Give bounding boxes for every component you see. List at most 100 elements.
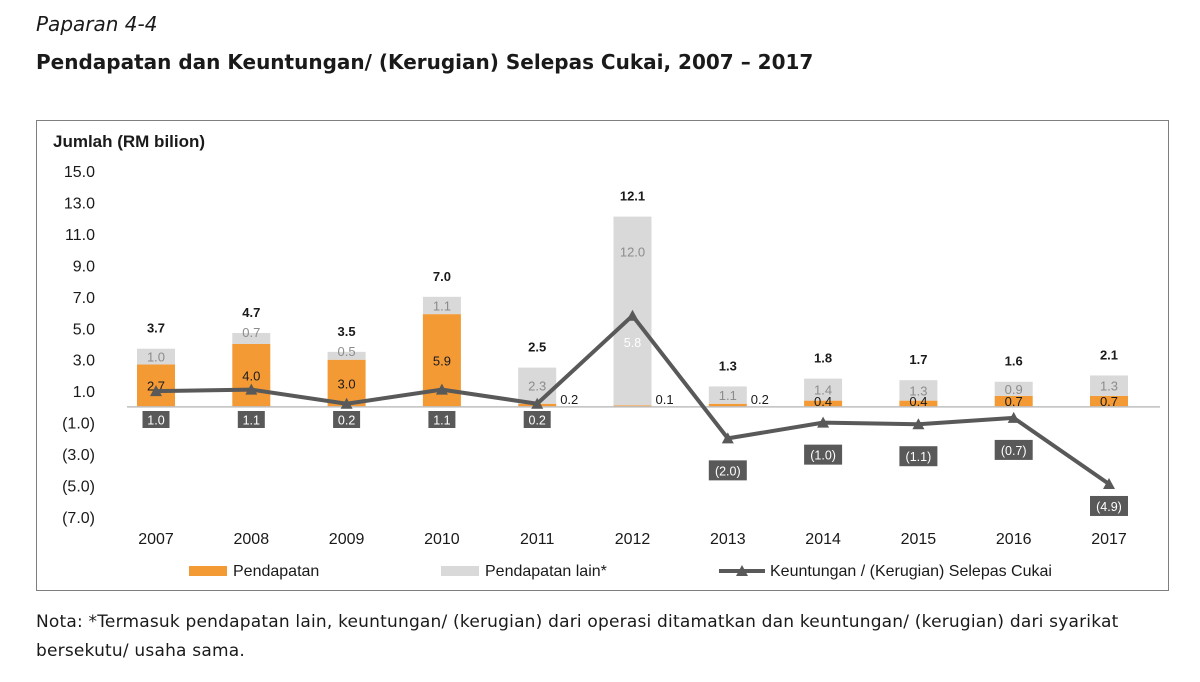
x-tick-label: 2014	[805, 531, 841, 548]
profit-marker	[435, 383, 448, 395]
bar-pendapatan-lain	[232, 332, 271, 344]
pendapatan-label: 0.4	[909, 394, 927, 409]
y-tick-label: 13.0	[64, 195, 95, 212]
y-tick-label: (7.0)	[62, 510, 95, 527]
profit-marker	[721, 432, 734, 444]
pendapatan-lain-label: 1.0	[147, 350, 165, 365]
legend-label-pendapatan-lain: Pendapatan lain*	[485, 563, 607, 580]
profit-label: 0.2	[529, 414, 546, 428]
y-tick-label: (1.0)	[62, 416, 95, 433]
profit-label-box	[428, 411, 456, 428]
profit-label-box	[994, 439, 1033, 460]
y-tick-label: (5.0)	[62, 479, 95, 496]
pendapatan-label: 0.4	[814, 394, 832, 409]
profit-marker	[626, 309, 639, 321]
profit-label-box	[142, 411, 170, 428]
profit-label: 1.1	[433, 414, 450, 428]
bar-pendapatan	[1090, 395, 1128, 407]
pendapatan-lain-label: 0.5	[338, 344, 356, 359]
bar-pendapatan-lain	[137, 348, 175, 365]
bar-pendapatan-lain	[708, 386, 747, 404]
pendapatan-lain-label: 0.7	[242, 325, 260, 340]
total-label: 7.0	[433, 269, 451, 284]
pendapatan-lain-label: 1.3	[1100, 379, 1118, 394]
x-tick-label: 2017	[1091, 531, 1127, 548]
pendapatan-lain-label: 2.3	[528, 379, 546, 394]
x-tick-label: 2007	[138, 531, 174, 548]
legend-label-keuntungan: Keuntungan / (Kerugian) Selepas Cukai	[770, 563, 1052, 580]
profit-marker	[912, 418, 925, 430]
legend-label-pendapatan: Pendapatan	[233, 563, 319, 580]
profit-label: 5.8	[624, 336, 641, 350]
y-tick-label: 1.0	[73, 384, 95, 401]
x-tick-label: 2010	[424, 531, 460, 548]
profit-label: 1.0	[147, 414, 164, 428]
profit-label-box	[333, 411, 361, 428]
profit-marker	[1007, 411, 1020, 423]
profit-label-box	[1090, 495, 1128, 516]
y-tick-label: 11.0	[65, 227, 95, 244]
x-tick-label: 2013	[710, 531, 746, 548]
profit-marker	[531, 397, 544, 409]
total-label: 4.7	[242, 305, 260, 320]
y-tick-label: 9.0	[73, 258, 95, 275]
legend-swatch-pendapatan	[189, 566, 227, 576]
pendapatan-label: 3.0	[338, 376, 356, 391]
x-tick-label: 2011	[520, 531, 555, 548]
profit-marker	[340, 397, 353, 409]
pendapatan-lain-label: 12.0	[620, 245, 645, 260]
pendapatan-lain-label: 1.1	[719, 388, 737, 403]
x-tick-label: 2008	[234, 531, 270, 548]
chart-frame: Jumlah (RM bilion) 15.0 13.0 11.0 9.0 7.0 5.0 3…	[36, 120, 1169, 591]
x-tick-label: 2009	[329, 531, 365, 548]
total-label: 2.1	[1100, 347, 1118, 362]
pendapatan-label: 0.2	[751, 392, 769, 407]
x-tick-label: 2016	[996, 531, 1032, 548]
legend-swatch-marker	[736, 565, 748, 576]
profit-label: (4.9)	[1096, 500, 1122, 514]
bar-pendapatan-lain	[422, 296, 461, 315]
profit-label: (2.0)	[715, 464, 741, 478]
bar-pendapatan	[232, 344, 271, 407]
total-label: 1.3	[719, 358, 737, 373]
revenue-profit-chart: Jumlah (RM bilion) 15.0 13.0 11.0 9.0 7.0 5.0 3…	[53, 132, 1160, 580]
profit-marker	[1103, 477, 1115, 489]
pendapatan-label: 0.1	[656, 392, 674, 407]
y-tick-label: (3.0)	[62, 447, 95, 464]
pendapatan-lain-label: 1.4	[814, 383, 832, 398]
profit-label: 1.1	[243, 414, 260, 428]
bar-pendapatan	[899, 400, 938, 407]
total-label: 3.7	[147, 321, 165, 336]
y-tick-label: 5.0	[73, 321, 95, 338]
y-tick-label: 3.0	[73, 353, 95, 370]
total-label: 3.5	[338, 324, 356, 339]
profit-label: (0.7)	[1001, 444, 1027, 458]
profit-label-box	[708, 460, 747, 481]
pendapatan-label: 5.9	[433, 354, 451, 369]
profit-marker	[150, 385, 162, 397]
bar-pendapatan	[994, 395, 1033, 407]
bar-pendapatan	[613, 405, 652, 407]
profit-label: (1.1)	[906, 450, 932, 464]
profit-label-box	[804, 444, 843, 465]
figure-title: Pendapatan dan Keuntungan/ (Kerugian) Se…	[36, 50, 814, 74]
x-tick-label: 2012	[615, 531, 651, 548]
bar-pendapatan-lain	[804, 378, 843, 401]
legend-swatch-pendapatan-lain	[441, 566, 479, 576]
profit-label-box	[899, 446, 938, 467]
footnote: Nota: *Termasuk pendapatan lain, keuntun…	[36, 612, 1119, 661]
bar-pendapatan	[804, 400, 843, 407]
bar-pendapatan-lain	[518, 367, 557, 404]
profit-marker	[245, 383, 258, 395]
bar-pendapatan-lain	[327, 351, 366, 360]
bar-pendapatan-lain	[1090, 375, 1128, 396]
pendapatan-label: 0.2	[560, 392, 578, 407]
total-label: 1.8	[814, 351, 832, 366]
profit-label-box	[523, 411, 551, 428]
total-label: 1.6	[1005, 354, 1023, 369]
profit-marker	[817, 416, 830, 428]
pendapatan-lain-label: 1.3	[909, 383, 927, 398]
pendapatan-label: 0.7	[1005, 394, 1023, 409]
pendapatan-lain-label: 0.9	[1005, 382, 1023, 397]
bar-pendapatan-lain	[994, 381, 1033, 396]
